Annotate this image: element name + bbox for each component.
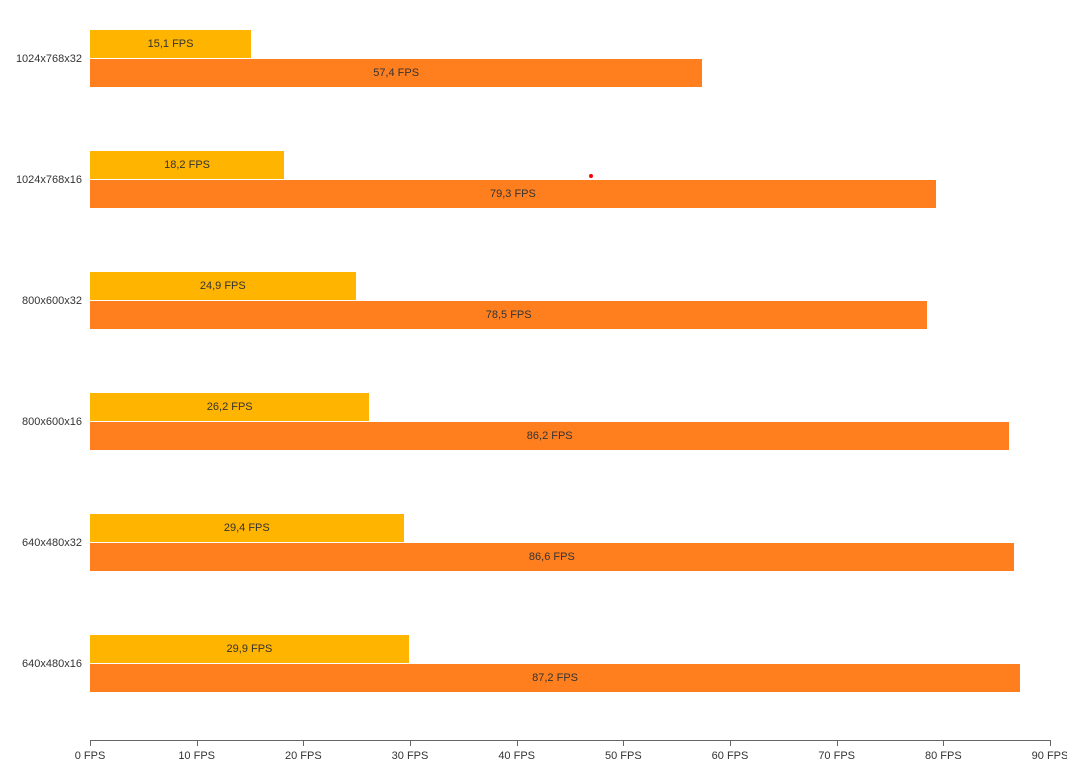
category-label: 640x480x32 bbox=[22, 537, 82, 549]
bar-value-label: 29,4 FPS bbox=[224, 522, 270, 534]
category-label: 1024x768x16 bbox=[16, 174, 82, 186]
x-tick-label: 30 FPS bbox=[392, 750, 429, 762]
x-tick-label: 20 FPS bbox=[285, 750, 322, 762]
bar-value-label: 24,9 FPS bbox=[200, 280, 246, 292]
bar-series-b: 86,2 FPS bbox=[90, 422, 1009, 450]
bar-series-a: 26,2 FPS bbox=[90, 393, 369, 421]
category-label: 1024x768x32 bbox=[16, 53, 82, 65]
bar-series-a: 24,9 FPS bbox=[90, 272, 356, 300]
bar-series-b: 79,3 FPS bbox=[90, 180, 936, 208]
bar-value-label: 78,5 FPS bbox=[486, 309, 532, 321]
x-tick bbox=[197, 740, 198, 746]
x-tick bbox=[1050, 740, 1051, 746]
category-label: 800x600x16 bbox=[22, 416, 82, 428]
bar-value-label: 86,6 FPS bbox=[529, 551, 575, 563]
bar-series-a: 18,2 FPS bbox=[90, 151, 284, 179]
x-tick bbox=[943, 740, 944, 746]
x-tick-label: 40 FPS bbox=[498, 750, 535, 762]
bar-series-b: 87,2 FPS bbox=[90, 664, 1020, 692]
marker-dot bbox=[589, 174, 593, 178]
x-tick-label: 50 FPS bbox=[605, 750, 642, 762]
bar-value-label: 26,2 FPS bbox=[207, 401, 253, 413]
bar-value-label: 86,2 FPS bbox=[527, 430, 573, 442]
x-tick-label: 80 FPS bbox=[925, 750, 962, 762]
bar-value-label: 57,4 FPS bbox=[373, 67, 419, 79]
x-axis-line bbox=[90, 740, 1050, 741]
x-tick bbox=[410, 740, 411, 746]
bar-series-a: 29,4 FPS bbox=[90, 514, 404, 542]
bar-value-label: 79,3 FPS bbox=[490, 188, 536, 200]
plot-area: 0 FPS10 FPS20 FPS30 FPS40 FPS50 FPS60 FP… bbox=[90, 10, 1050, 740]
x-tick bbox=[837, 740, 838, 746]
x-tick-label: 10 FPS bbox=[178, 750, 215, 762]
category-label: 800x600x32 bbox=[22, 295, 82, 307]
bar-series-b: 57,4 FPS bbox=[90, 59, 702, 87]
x-tick-label: 70 FPS bbox=[818, 750, 855, 762]
bar-value-label: 18,2 FPS bbox=[164, 159, 210, 171]
bar-value-label: 87,2 FPS bbox=[532, 672, 578, 684]
bar-series-b: 78,5 FPS bbox=[90, 301, 927, 329]
x-tick bbox=[90, 740, 91, 746]
bar-series-a: 15,1 FPS bbox=[90, 30, 251, 58]
x-tick-label: 0 FPS bbox=[75, 750, 106, 762]
x-tick-label: 60 FPS bbox=[712, 750, 749, 762]
bar-series-a: 29,9 FPS bbox=[90, 635, 409, 663]
bar-value-label: 15,1 FPS bbox=[148, 38, 194, 50]
x-tick bbox=[730, 740, 731, 746]
x-tick bbox=[623, 740, 624, 746]
bar-value-label: 29,9 FPS bbox=[227, 643, 273, 655]
x-tick-label: 90 FPS bbox=[1032, 750, 1067, 762]
category-label: 640x480x16 bbox=[22, 658, 82, 670]
bar-series-b: 86,6 FPS bbox=[90, 543, 1014, 571]
fps-bar-chart: 0 FPS 10 FPS 20 FPS 30 FPS 40 FPS 50 FPS 60 FP… bbox=[0, 0, 1067, 777]
x-tick bbox=[517, 740, 518, 746]
x-tick bbox=[303, 740, 304, 746]
